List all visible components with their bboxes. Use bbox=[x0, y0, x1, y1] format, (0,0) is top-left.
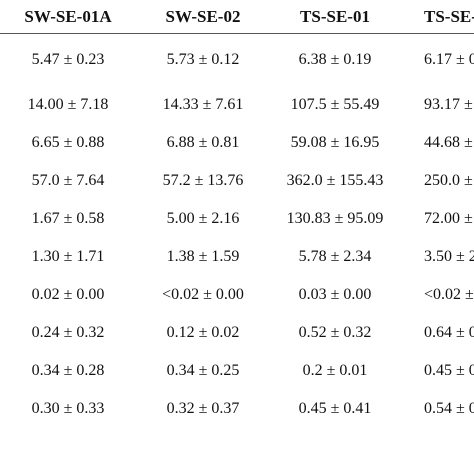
table-cell: 0.30 ± 0.33 bbox=[31, 400, 105, 417]
table-cell: 362.0 ± 155.43 bbox=[286, 172, 384, 189]
table-cell: 107.5 ± 55.49 bbox=[290, 96, 380, 113]
column-header-sw-se-02: SW-SE-02 bbox=[136, 0, 270, 34]
table-cell: 0.03 ± 0.00 bbox=[298, 286, 372, 303]
table-cell: 0.52 ± 0.32 bbox=[298, 324, 372, 341]
table-cell: 14.33 ± 7.61 bbox=[162, 96, 244, 113]
table-cell: 6.17 ± 0. bbox=[424, 51, 474, 68]
table-cell: 3.50 ± 2. bbox=[424, 248, 474, 265]
table-cell: 0.45 ± 0. bbox=[424, 362, 474, 379]
table-cell: 1.67 ± 0.58 bbox=[31, 210, 105, 227]
table-row: 0.02 ± 0.00 <0.02 ± 0.00 0.03 ± 0.00 <0.… bbox=[0, 276, 474, 314]
table-cell: 57.2 ± 13.76 bbox=[162, 172, 244, 189]
table-cell: 0.12 ± 0.02 bbox=[166, 324, 240, 341]
table-cell: 72.00 ± 29 bbox=[424, 210, 474, 227]
table-cell: 130.83 ± 95.09 bbox=[286, 210, 384, 227]
table-cell: 5.00 ± 2.16 bbox=[166, 210, 240, 227]
table-cell: 250.0 ± 1 bbox=[424, 172, 474, 189]
table-row: 0.24 ± 0.32 0.12 ± 0.02 0.52 ± 0.32 0.64… bbox=[0, 314, 474, 352]
table-cell: 6.65 ± 0.88 bbox=[31, 134, 105, 151]
table-row: 1.67 ± 0.58 5.00 ± 2.16 130.83 ± 95.09 7… bbox=[0, 200, 474, 238]
table-cell: 5.73 ± 0.12 bbox=[166, 51, 240, 68]
header-row: SW-SE-01A SW-SE-02 TS-SE-01 TS-SE-0 bbox=[0, 0, 474, 34]
table-cell: 0.32 ± 0.37 bbox=[166, 400, 240, 417]
table-row: 5.47 ± 0.23 5.73 ± 0.12 6.38 ± 0.19 6.17… bbox=[0, 34, 474, 87]
table-body: 5.47 ± 0.23 5.73 ± 0.12 6.38 ± 0.19 6.17… bbox=[0, 34, 474, 429]
table-cell: 0.54 ± 0. bbox=[424, 400, 474, 417]
table-row: 57.0 ± 7.64 57.2 ± 13.76 362.0 ± 155.43 … bbox=[0, 162, 474, 200]
column-header-ts-se-0x: TS-SE-0 bbox=[400, 0, 474, 34]
table-cell: 93.17 ± 70 bbox=[424, 96, 474, 113]
table-cell: 5.78 ± 2.34 bbox=[298, 248, 372, 265]
table-cell: 1.38 ± 1.59 bbox=[166, 248, 240, 265]
table-cell: 0.24 ± 0.32 bbox=[31, 324, 105, 341]
table-cell: 6.38 ± 0.19 bbox=[298, 51, 372, 68]
table-cell: 1.30 ± 1.71 bbox=[31, 248, 105, 265]
table-cell: 0.2 ± 0.01 bbox=[302, 362, 368, 379]
table-row: 0.34 ± 0.28 0.34 ± 0.25 0.2 ± 0.01 0.45 … bbox=[0, 352, 474, 390]
table-cell: 0.45 ± 0.41 bbox=[298, 400, 372, 417]
table-cell: 44.68 ± 1 bbox=[424, 134, 474, 151]
table-cell: 14.00 ± 7.18 bbox=[27, 96, 109, 113]
table-cell: 6.88 ± 0.81 bbox=[166, 134, 240, 151]
column-header-ts-se-01: TS-SE-01 bbox=[270, 0, 400, 34]
table-cell: 0.02 ± 0.00 bbox=[31, 286, 105, 303]
table-row: 14.00 ± 7.18 14.33 ± 7.61 107.5 ± 55.49 … bbox=[0, 86, 474, 124]
table-row: 0.30 ± 0.33 0.32 ± 0.37 0.45 ± 0.41 0.54… bbox=[0, 390, 474, 428]
table-row: 6.65 ± 0.88 6.88 ± 0.81 59.08 ± 16.95 44… bbox=[0, 124, 474, 162]
table-row: 1.30 ± 1.71 1.38 ± 1.59 5.78 ± 2.34 3.50… bbox=[0, 238, 474, 276]
table-cell: <0.02 ± 0 bbox=[424, 286, 474, 303]
table-cell: 0.34 ± 0.25 bbox=[166, 362, 240, 379]
table-header: SW-SE-01A SW-SE-02 TS-SE-01 TS-SE-0 bbox=[0, 0, 474, 34]
data-table: SW-SE-01A SW-SE-02 TS-SE-01 TS-SE-0 5.47… bbox=[0, 0, 474, 429]
table-cell: 5.47 ± 0.23 bbox=[31, 51, 105, 68]
table-cell: 0.64 ± 0. bbox=[424, 324, 474, 341]
column-header-sw-se-01a: SW-SE-01A bbox=[0, 0, 136, 34]
table-cell: 59.08 ± 16.95 bbox=[290, 134, 380, 151]
table-cell: <0.02 ± 0.00 bbox=[162, 286, 244, 303]
table-cell: 0.34 ± 0.28 bbox=[31, 362, 105, 379]
table-cell: 57.0 ± 7.64 bbox=[31, 172, 105, 189]
